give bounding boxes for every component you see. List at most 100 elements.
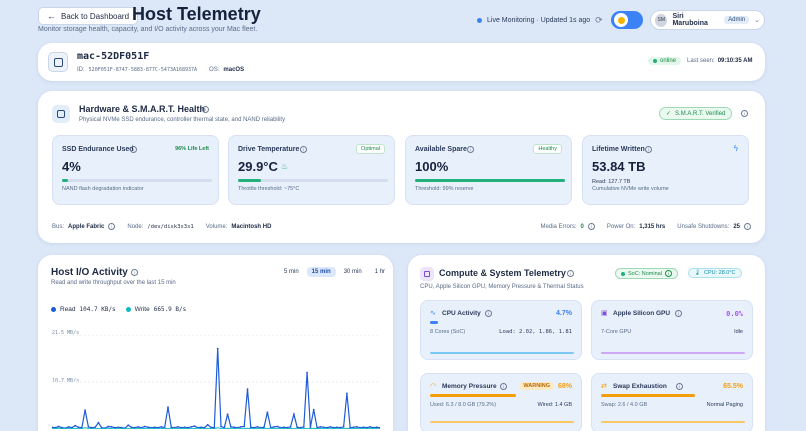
- sparkline: [601, 421, 745, 423]
- user-name: Siri Maruboina: [672, 13, 708, 27]
- data-point: [94, 426, 96, 429]
- data-point: [97, 421, 100, 424]
- info-icon[interactable]: i: [675, 310, 682, 317]
- gpu-icon: ▣: [601, 310, 608, 317]
- series-line-write: [52, 427, 380, 429]
- data-point: [306, 371, 308, 374]
- info-icon[interactable]: i: [485, 310, 492, 317]
- ssd-endurance-tile: SSD Endurance Used i 96% Life Left 4% NA…: [52, 135, 219, 205]
- drive-temperature-tile: Drive Temperature i Optimal 29.9°C ♨ Thr…: [228, 135, 395, 205]
- data-point: [57, 425, 60, 428]
- info-icon[interactable]: i: [130, 146, 137, 153]
- data-point: [369, 426, 371, 428]
- info-icon[interactable]: i: [645, 146, 652, 153]
- data-point: [74, 424, 77, 427]
- media-errors-label: Media Errors:: [540, 223, 577, 230]
- activity-icon: ∿: [430, 310, 436, 317]
- available-spare-tile: Available Spare i Healthy 100% Threshold…: [405, 135, 572, 205]
- data-point: [130, 426, 133, 429]
- data-point: [167, 406, 169, 409]
- tile-right: Load: 2.02, 1.86, 1.81: [499, 329, 572, 335]
- data-point: [249, 426, 252, 429]
- optimal-badge: Optimal: [356, 144, 385, 154]
- sparkline: [601, 352, 745, 354]
- lifetime-written-tile: Lifetime Written i ϟ 53.84 TB Read: 127.…: [582, 135, 749, 205]
- back-to-dashboard-button[interactable]: ← Back to Dashboard: [38, 7, 139, 25]
- compute-subtitle: CPU, Apple Silicon GPU, Memory Pressure …: [420, 284, 584, 290]
- data-point: [243, 425, 246, 428]
- info-icon[interactable]: i: [567, 270, 574, 277]
- data-point: [87, 426, 90, 428]
- bus-node-volume-row: Bus: Apple Fabric i Node: /dev/disk3s3s1…: [52, 223, 271, 230]
- data-point: [127, 424, 130, 427]
- theme-toggle[interactable]: [611, 11, 643, 29]
- data-point: [312, 408, 315, 411]
- tile-name: Drive Temperature: [238, 146, 300, 153]
- smart-verified-badge: ✓ S.M.A.R.T. Verified: [659, 107, 733, 120]
- data-point: [352, 426, 355, 429]
- live-dot-icon: [477, 18, 482, 23]
- volume-value: Macintosh HD: [231, 223, 272, 230]
- flame-icon: ♨: [281, 162, 289, 171]
- read-value: 104.7 KB/s: [79, 306, 116, 313]
- range-1hr[interactable]: 1 hr: [374, 269, 386, 275]
- data-point: [153, 426, 156, 429]
- info-icon[interactable]: i: [300, 146, 307, 153]
- data-point: [362, 426, 365, 429]
- io-chart: [52, 335, 380, 429]
- node-value: /dev/disk3s3s1: [147, 223, 194, 230]
- last-seen: Last seen: 09:10:35 AM: [687, 58, 752, 64]
- chip-icon: [52, 105, 70, 123]
- progress-bar: [415, 179, 565, 182]
- data-point: [309, 426, 312, 429]
- info-icon[interactable]: i: [500, 383, 507, 390]
- status-badge: online: [648, 57, 682, 65]
- unsafe-value: 25: [733, 223, 740, 230]
- verified-text: S.M.A.R.T. Verified: [675, 110, 726, 117]
- power-on-label: Power On:: [606, 223, 636, 230]
- data-point: [147, 426, 149, 429]
- info-icon[interactable]: i: [676, 383, 683, 390]
- hardware-card: Hardware & S.M.A.R.T. Health i Physical …: [38, 91, 765, 243]
- user-menu[interactable]: SM Siri Maruboina Admin ⌄: [650, 10, 765, 30]
- tile-left: Used: 6.3 / 8.0 GB (79.2%): [430, 402, 497, 408]
- data-point: [263, 426, 265, 429]
- tile-name: Apple Silicon GPU: [613, 310, 671, 317]
- info-icon[interactable]: i: [467, 146, 474, 153]
- role-badge: Admin: [724, 16, 750, 24]
- data-point: [67, 426, 70, 428]
- progress-bar: [238, 179, 388, 182]
- tile-value: 100%: [415, 159, 449, 174]
- info-icon[interactable]: i: [108, 223, 116, 230]
- info-icon[interactable]: i: [664, 270, 672, 277]
- arrow-left-icon: ←: [47, 11, 56, 21]
- read-dot-icon: [51, 307, 56, 312]
- data-point: [283, 426, 285, 429]
- tile-left: Swap: 2.6 / 4.0 GB: [601, 402, 648, 408]
- data-point: [190, 426, 193, 428]
- bus-label: Bus:: [52, 223, 65, 230]
- data-point: [226, 413, 229, 416]
- sun-icon: [617, 16, 625, 24]
- hardware-subtitle: Physical NVMe SSD endurance, controller …: [79, 117, 286, 123]
- info-icon[interactable]: i: [741, 110, 748, 117]
- tile-name: Available Spare: [415, 146, 467, 153]
- data-point: [355, 426, 358, 428]
- refresh-icon[interactable]: ⟳: [595, 15, 603, 25]
- host-id-row: ID: 520F051F-8747-5883-877C-5473A168937A…: [77, 67, 244, 73]
- data-point: [296, 426, 299, 429]
- write-dot-icon: [125, 307, 131, 312]
- tile-right: Normal Paging: [706, 402, 743, 408]
- host-card: mac-52DF051F ID: 520F051F-8747-5883-877C…: [38, 43, 765, 81]
- media-errors-value: 0: [580, 223, 584, 230]
- info-icon[interactable]: i: [131, 269, 138, 276]
- info-icon[interactable]: i: [202, 106, 209, 113]
- node-label: Node:: [127, 223, 144, 230]
- range-15min[interactable]: 15 min: [306, 267, 336, 277]
- range-5min[interactable]: 5 min: [284, 269, 299, 275]
- data-point: [183, 426, 186, 429]
- info-icon[interactable]: i: [744, 223, 751, 230]
- info-icon[interactable]: i: [587, 223, 595, 230]
- y-tick-top: 21.5 MB/s: [52, 330, 80, 336]
- range-30min[interactable]: 30 min: [343, 269, 362, 275]
